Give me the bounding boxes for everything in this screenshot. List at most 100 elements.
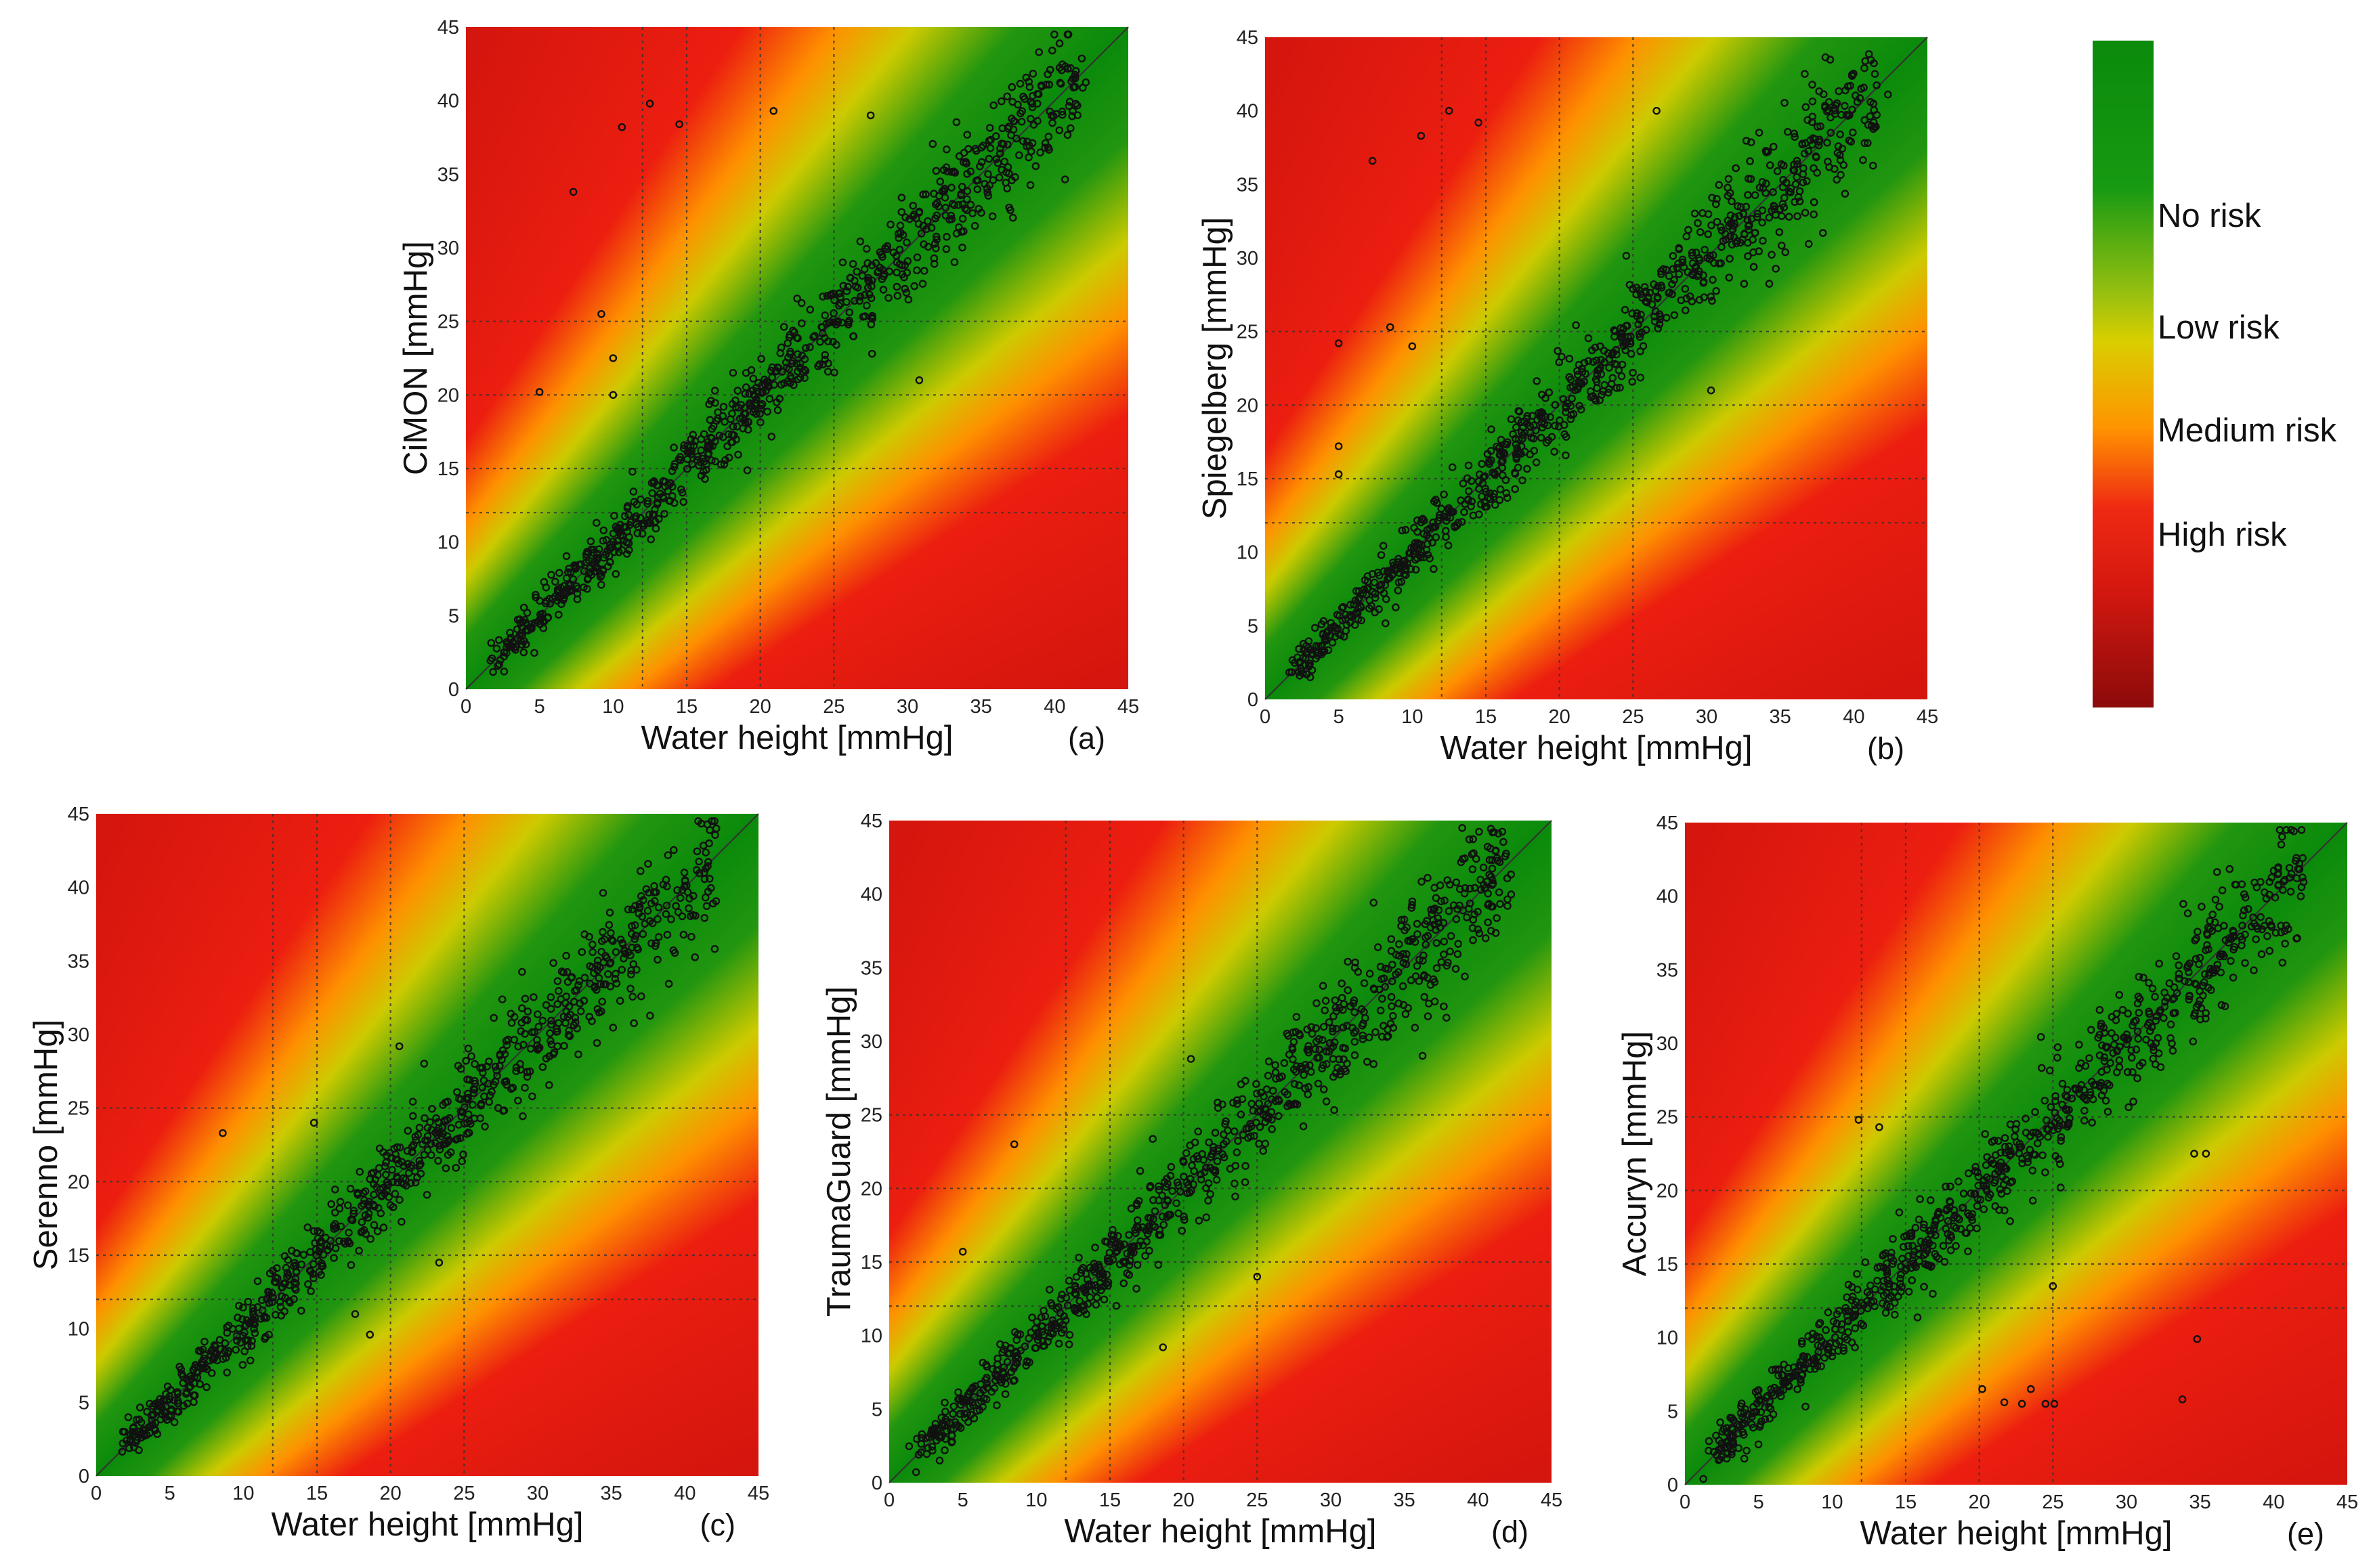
- data-point: [1860, 116, 1869, 125]
- data-point: [1596, 396, 1604, 404]
- data-point: [637, 495, 645, 504]
- data-point: [1678, 258, 1687, 267]
- data-point: [605, 959, 614, 968]
- x-tick-label: 20: [750, 696, 771, 718]
- data-point: [1023, 142, 1031, 150]
- data-point: [881, 244, 890, 253]
- data-point: [863, 301, 871, 310]
- data-point: [824, 368, 832, 376]
- data-point: [563, 967, 572, 976]
- data-point: [757, 355, 765, 363]
- data-point: [1003, 184, 1012, 193]
- y-tick-label: 40: [861, 884, 882, 906]
- x-tick-label: 30: [2116, 1491, 2137, 1513]
- data-point: [1558, 352, 1566, 361]
- data-point: [1724, 175, 1733, 183]
- data-point: [928, 139, 937, 148]
- data-point: [1610, 360, 1619, 368]
- data-point: [1326, 624, 1335, 632]
- y-tick-label: 0: [872, 1473, 882, 1494]
- data-point: [986, 144, 995, 152]
- data-point: [648, 510, 657, 519]
- data-point: [752, 384, 761, 392]
- data-point: [366, 1235, 375, 1243]
- data-point: [1501, 440, 1509, 448]
- data-point: [1318, 647, 1326, 655]
- data-point: [1568, 394, 1576, 403]
- outlier-point: [866, 111, 875, 120]
- data-point: [1654, 324, 1663, 332]
- data-point: [146, 1399, 154, 1408]
- data-point: [1339, 603, 1347, 611]
- data-point: [1753, 213, 1761, 221]
- data-point: [1815, 135, 1824, 144]
- data-point: [842, 298, 851, 306]
- data-point: [1813, 169, 1821, 177]
- data-point: [495, 660, 504, 669]
- data-point: [654, 933, 663, 941]
- data-point: [616, 997, 624, 1005]
- data-point: [985, 124, 994, 132]
- data-point: [719, 403, 728, 411]
- data-point: [734, 450, 742, 459]
- data-point: [1049, 112, 1058, 121]
- data-point: [1576, 378, 1585, 387]
- data-point: [1765, 213, 1774, 222]
- data-point: [695, 461, 703, 470]
- data-point: [884, 294, 893, 302]
- data-point: [1008, 213, 1017, 222]
- data-point: [809, 333, 817, 341]
- data-point: [471, 1076, 479, 1085]
- y-tick-label: 35: [68, 951, 89, 972]
- legend-label-medium-risk: Medium risk: [2158, 412, 2337, 449]
- data-point: [670, 462, 679, 471]
- data-point: [973, 185, 982, 194]
- data-point: [1295, 645, 1303, 653]
- data-point: [868, 349, 876, 358]
- data-point: [623, 504, 632, 513]
- x-axis-label: Water height [mmHg]: [1860, 1515, 2172, 1552]
- data-point: [1793, 173, 1801, 181]
- data-point: [1592, 356, 1601, 365]
- data-point: [1515, 408, 1524, 416]
- data-point: [931, 214, 939, 223]
- data-point: [1682, 306, 1690, 315]
- data-point: [689, 441, 698, 450]
- data-point: [253, 1277, 262, 1286]
- data-point: [1481, 484, 1490, 493]
- data-point: [806, 305, 815, 314]
- data-point: [958, 215, 967, 223]
- data-point: [358, 1218, 366, 1226]
- data-point: [462, 1056, 470, 1065]
- data-point: [611, 974, 620, 983]
- data-point: [1398, 557, 1407, 565]
- data-point: [1448, 463, 1457, 472]
- legend-colorbar: [2093, 41, 2154, 707]
- data-point: [1675, 244, 1683, 253]
- data-point: [330, 1254, 338, 1262]
- data-point: [1436, 513, 1444, 522]
- data-point: [943, 145, 951, 154]
- data-point: [1770, 205, 1778, 213]
- data-point: [523, 1007, 532, 1016]
- data-point: [1813, 123, 1822, 131]
- data-point: [574, 1050, 582, 1059]
- data-point: [1725, 274, 1734, 282]
- data-point: [1437, 504, 1446, 513]
- data-point: [521, 619, 530, 627]
- data-point: [234, 1301, 243, 1310]
- data-point: [536, 596, 544, 605]
- data-point: [651, 888, 660, 896]
- x-tick-label: 10: [1025, 1489, 1047, 1511]
- data-point: [1578, 368, 1587, 376]
- data-point: [638, 529, 647, 538]
- data-point: [1801, 139, 1810, 148]
- data-point: [817, 323, 826, 331]
- data-point: [1529, 434, 1538, 443]
- data-point: [1636, 315, 1644, 324]
- data-point: [654, 515, 663, 523]
- data-point: [604, 970, 612, 978]
- data-point: [1833, 149, 1842, 157]
- data-point: [639, 930, 647, 938]
- data-point: [664, 851, 672, 860]
